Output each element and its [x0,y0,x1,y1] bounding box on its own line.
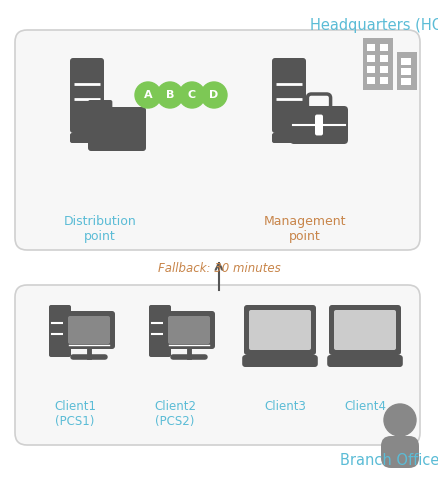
Bar [363,38,393,90]
Bar [367,55,375,62]
Text: Client3: Client3 [264,400,306,413]
Bar [380,44,388,51]
Text: Client1
(PCS1): Client1 (PCS1) [54,400,96,428]
FancyBboxPatch shape [15,285,420,445]
Bar [380,66,388,73]
Bar [367,44,375,51]
Circle shape [384,404,416,436]
Circle shape [157,82,183,108]
Text: Branch Office: Branch Office [340,453,438,468]
Text: B: B [166,90,174,100]
FancyBboxPatch shape [249,310,311,350]
FancyBboxPatch shape [290,106,348,144]
FancyBboxPatch shape [88,107,146,151]
FancyBboxPatch shape [88,100,113,109]
Bar [367,66,375,73]
Text: D: D [209,90,219,100]
FancyBboxPatch shape [15,30,420,250]
Text: Client4: Client4 [344,400,386,413]
FancyBboxPatch shape [272,58,306,133]
Bar [401,68,411,75]
FancyBboxPatch shape [381,436,419,468]
FancyBboxPatch shape [272,133,306,143]
Text: Fallback: 30 minutes: Fallback: 30 minutes [158,262,280,275]
FancyBboxPatch shape [168,316,210,344]
FancyBboxPatch shape [271,353,289,359]
FancyBboxPatch shape [149,305,171,357]
Bar [397,52,417,90]
Bar [380,55,388,62]
FancyBboxPatch shape [163,311,215,349]
Bar [367,77,375,84]
Circle shape [201,82,227,108]
FancyBboxPatch shape [70,133,104,143]
FancyBboxPatch shape [49,305,71,357]
Circle shape [135,82,161,108]
FancyBboxPatch shape [242,355,318,367]
Circle shape [179,82,205,108]
FancyBboxPatch shape [327,355,403,367]
FancyBboxPatch shape [68,316,110,344]
FancyBboxPatch shape [334,310,396,350]
FancyBboxPatch shape [356,353,374,359]
FancyBboxPatch shape [315,115,323,135]
Bar [380,77,388,84]
Text: Client2
(PCS2): Client2 (PCS2) [154,400,196,428]
Text: Headquarters (HQ): Headquarters (HQ) [310,18,438,33]
Text: C: C [188,90,196,100]
FancyBboxPatch shape [244,305,316,355]
Bar [401,78,411,85]
FancyBboxPatch shape [70,58,104,133]
FancyBboxPatch shape [329,305,401,355]
Text: Distribution
point: Distribution point [64,215,136,243]
Bar [401,58,411,65]
Text: A: A [144,90,152,100]
Text: Management
point: Management point [264,215,346,243]
FancyBboxPatch shape [63,311,115,349]
